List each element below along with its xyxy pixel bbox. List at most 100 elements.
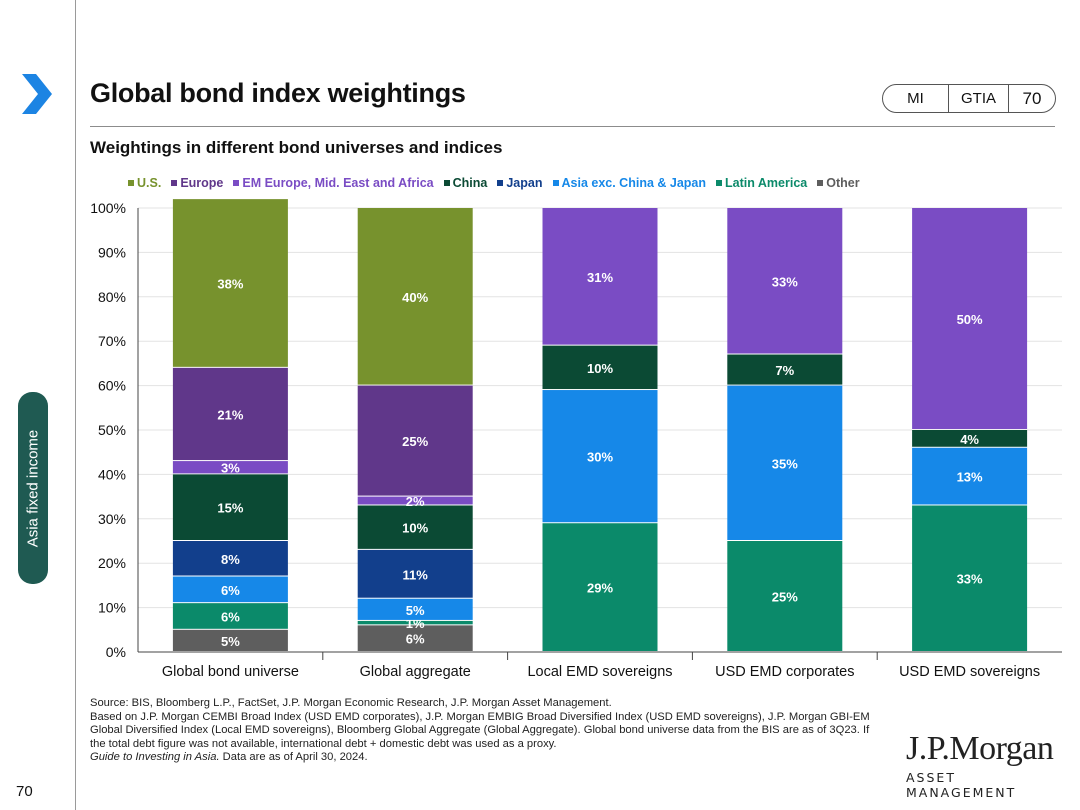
legend-item: EM Europe, Mid. East and Africa <box>233 176 434 190</box>
y-tick-label: 0% <box>106 644 126 660</box>
x-tick-label: Global bond universe <box>162 664 299 680</box>
title-divider <box>90 126 1055 127</box>
data-label: 8% <box>221 552 240 567</box>
guide-date: Data are as of April 30, 2024. <box>219 751 368 763</box>
legend-item: U.S. <box>128 176 161 190</box>
data-label: 4% <box>960 432 979 447</box>
chart-legend: U.S. Europe EM Europe, Mid. East and Afric… <box>128 176 860 190</box>
data-label: 7% <box>775 363 794 378</box>
data-label: 10% <box>402 521 428 536</box>
legend-swatch <box>497 180 504 186</box>
chart-title: Weightings in different bond universes a… <box>90 138 503 157</box>
data-label: 50% <box>957 312 983 327</box>
legend-swatch <box>171 180 178 186</box>
y-tick-label: 40% <box>98 466 126 482</box>
legend-item: Latin America <box>716 176 807 190</box>
y-tick-label: 70% <box>98 333 126 349</box>
bar-segment <box>727 541 843 651</box>
data-label: 6% <box>406 632 425 647</box>
legend-item: Asia exc. China & Japan <box>552 176 707 190</box>
data-label: 30% <box>587 450 613 465</box>
nav-pill: MI GTIA 70 <box>882 84 1056 113</box>
legend-swatch <box>233 180 240 186</box>
data-label: 5% <box>406 603 425 618</box>
bar-segment <box>172 461 288 474</box>
y-tick-label: 100% <box>90 200 126 216</box>
bar-segment <box>357 385 473 496</box>
data-label: 31% <box>587 270 613 285</box>
bar-segment <box>727 385 843 540</box>
bar-segment <box>357 496 473 505</box>
legend-item: Japan <box>497 176 543 190</box>
bar-segment <box>912 447 1028 505</box>
data-label: 33% <box>957 572 983 587</box>
source-line: Source: BIS, Bloomberg L.P., FactSet, J.… <box>90 697 612 709</box>
bar-segment <box>727 208 843 354</box>
bar-segment <box>357 549 473 598</box>
data-label: 6% <box>221 583 240 598</box>
data-label: 33% <box>772 274 798 289</box>
x-tick-label: Global aggregate <box>360 664 471 680</box>
bar-segment <box>357 208 473 385</box>
bar-segment <box>357 505 473 549</box>
y-tick-label: 50% <box>98 422 126 438</box>
bar-segment <box>172 541 288 576</box>
section-tab[interactable]: Asia fixed income <box>18 392 48 584</box>
legend-swatch <box>817 180 824 186</box>
y-tick-label: 80% <box>98 289 126 305</box>
bar-segment <box>357 598 473 620</box>
data-label: 35% <box>772 456 798 471</box>
y-tick-label: 60% <box>98 378 126 394</box>
legend-label: EM Europe, Mid. East and Africa <box>242 176 434 190</box>
data-label: 40% <box>402 290 428 305</box>
bar-segment <box>172 576 288 603</box>
data-label: 29% <box>587 581 613 596</box>
bar-segment <box>542 523 658 651</box>
legend-label: Europe <box>180 176 224 190</box>
legend-item: Other <box>817 176 860 190</box>
y-tick-label: 30% <box>98 511 126 527</box>
data-label: 5% <box>221 634 240 649</box>
bar-segment <box>172 474 288 540</box>
data-label: 11% <box>403 567 429 582</box>
bar-segment <box>357 625 473 651</box>
data-label: 13% <box>957 470 983 485</box>
y-tick-label: 20% <box>98 555 126 571</box>
legend-swatch <box>128 180 134 186</box>
x-tick-label: USD EMD sovereigns <box>899 664 1040 680</box>
chevron-right-icon <box>22 74 52 114</box>
brand-subtitle: ASSET MANAGEMENT <box>906 770 1017 800</box>
legend-swatch <box>443 180 450 186</box>
bar-segment <box>727 354 843 385</box>
legend-label: Asia exc. China & Japan <box>561 176 707 190</box>
x-tick-label: Local EMD sovereigns <box>527 664 672 680</box>
legend-swatch <box>552 180 559 186</box>
bar-segment <box>912 430 1028 447</box>
source-note: Source: BIS, Bloomberg L.P., FactSet, J.… <box>90 697 870 765</box>
data-label: 25% <box>772 590 798 605</box>
data-label: 38% <box>217 276 243 291</box>
page-title: Global bond index weightings <box>90 78 466 108</box>
legend-item: Europe <box>171 176 223 190</box>
pill-gtia[interactable]: GTIA <box>949 85 1009 112</box>
bar-segment <box>357 620 473 625</box>
pill-page-number: 70 <box>1022 88 1042 108</box>
guide-note: Guide to Investing in Asia. Data are as … <box>90 751 870 765</box>
y-tick-label: 90% <box>98 244 126 260</box>
data-label: 6% <box>221 609 240 624</box>
jpmorgan-logo: J.P.Morgan ASSET MANAGEMENT <box>906 731 1058 801</box>
y-tick-label: 10% <box>98 600 126 616</box>
pill-mi[interactable]: MI <box>883 85 949 112</box>
bar-segment <box>172 629 288 651</box>
bar-segment <box>172 367 288 461</box>
x-tick-label: USD EMD corporates <box>715 664 854 680</box>
bar-segment <box>912 505 1028 651</box>
bar-segment <box>542 208 658 345</box>
legend-label: Japan <box>506 176 543 190</box>
data-label: 2% <box>406 494 425 509</box>
legend-label: Latin America <box>725 176 808 190</box>
bar-segment <box>172 199 288 367</box>
bar-segment <box>542 345 658 390</box>
left-divider <box>75 0 76 810</box>
page-number: 70 <box>16 783 33 800</box>
